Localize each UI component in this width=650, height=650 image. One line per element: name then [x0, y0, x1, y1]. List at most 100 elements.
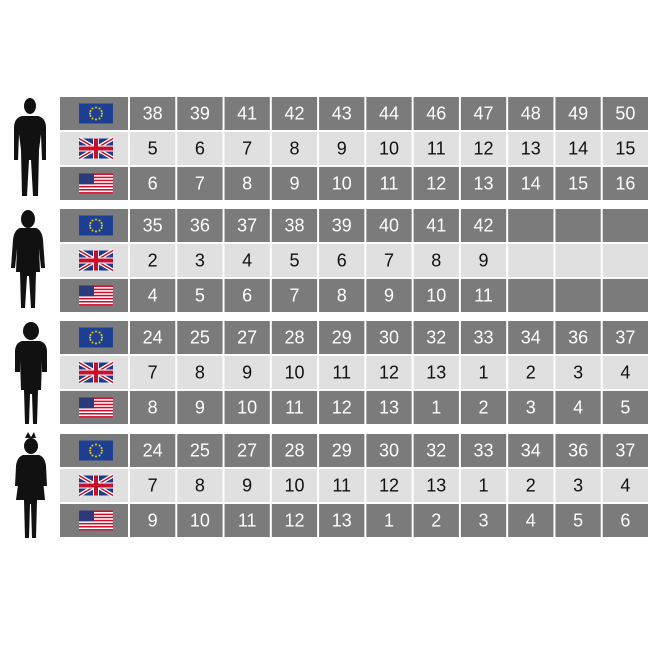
cell: [319, 132, 365, 165]
size-value: 41: [237, 103, 257, 123]
cell: [555, 167, 601, 200]
size-value: 4: [620, 362, 630, 382]
size-value: 11: [238, 510, 257, 530]
size-value: 42: [284, 103, 304, 123]
size-value: 4: [242, 250, 252, 270]
size-value: 6: [242, 285, 252, 305]
cell: [602, 356, 648, 389]
size-value: 25: [190, 327, 210, 347]
cell: [319, 244, 365, 277]
size-value: 34: [521, 327, 541, 347]
size-value: 29: [332, 440, 352, 460]
size-value: 7: [289, 285, 299, 305]
cell: [460, 321, 507, 354]
cell: [319, 167, 365, 200]
cell: [508, 244, 554, 277]
size-value: 10: [426, 285, 446, 305]
cell: [271, 244, 318, 277]
size-value: 1: [384, 510, 394, 530]
cell: [555, 244, 601, 277]
cell: [177, 167, 223, 200]
cell: [602, 132, 648, 165]
size-value: 13: [474, 173, 494, 193]
cell: [271, 391, 318, 424]
size-value: 1: [431, 397, 441, 417]
size-value: 7: [384, 250, 394, 270]
size-value: 2: [526, 475, 536, 495]
size-value: 37: [615, 327, 635, 347]
size-value: 10: [284, 362, 304, 382]
size-value: 3: [195, 250, 205, 270]
cell: [130, 167, 176, 200]
cell: [366, 97, 412, 130]
cell: [602, 391, 648, 424]
cell: [602, 434, 648, 467]
size-value: 9: [289, 173, 299, 193]
cell: [602, 469, 648, 502]
size-value: 2: [479, 397, 489, 417]
size-value: 6: [195, 138, 205, 158]
cell: [460, 469, 507, 502]
cell: [413, 321, 459, 354]
size-value: 13: [426, 362, 446, 382]
cell: [366, 167, 412, 200]
size-value: 39: [332, 215, 352, 235]
flag: [79, 440, 113, 461]
flag: [79, 397, 113, 418]
size-value: 37: [237, 215, 257, 235]
cell: [413, 469, 459, 502]
cell: [460, 504, 507, 537]
cell: [319, 209, 365, 242]
cell: [460, 279, 507, 312]
size-value: 4: [526, 510, 536, 530]
cell: [130, 321, 176, 354]
size-value: 44: [379, 103, 399, 123]
cell: [130, 504, 176, 537]
size-value: 24: [143, 327, 163, 347]
size-value: 9: [242, 475, 252, 495]
size-value: 13: [521, 138, 541, 158]
cell: [508, 321, 554, 354]
cell: [460, 132, 507, 165]
size-value: 12: [332, 397, 352, 417]
flag: [79, 327, 113, 348]
size-value: 30: [379, 327, 399, 347]
size-value: 32: [426, 327, 446, 347]
cell: [508, 434, 554, 467]
cell: [413, 504, 459, 537]
cell: [413, 434, 459, 467]
cell: [555, 97, 601, 130]
cell: [602, 244, 648, 277]
size-value: 2: [431, 510, 441, 530]
size-value: 1: [479, 362, 489, 382]
cell: [319, 504, 365, 537]
cell: [602, 97, 648, 130]
size-value: 50: [615, 103, 635, 123]
cell: [366, 504, 412, 537]
cell: [508, 167, 554, 200]
size-value: 5: [620, 397, 630, 417]
cell: [413, 279, 459, 312]
size-value: 7: [148, 475, 158, 495]
flag: [79, 285, 113, 306]
size-value: 8: [242, 173, 252, 193]
size-value: 27: [237, 440, 257, 460]
size-value: 4: [573, 397, 583, 417]
size-value: 12: [379, 362, 399, 382]
size-value: 29: [332, 327, 352, 347]
size-value: 15: [568, 173, 588, 193]
cell: [460, 434, 507, 467]
cell: [555, 321, 601, 354]
cell: [366, 132, 412, 165]
cell: [555, 434, 601, 467]
size-value: 34: [521, 440, 541, 460]
cell: [413, 244, 459, 277]
size-value: 13: [426, 475, 446, 495]
size-value: 33: [474, 327, 494, 347]
cell: [177, 434, 223, 467]
cell: [130, 391, 176, 424]
size-value: 11: [474, 285, 493, 305]
cell: [319, 321, 365, 354]
cell: [271, 97, 318, 130]
cell: [271, 356, 318, 389]
